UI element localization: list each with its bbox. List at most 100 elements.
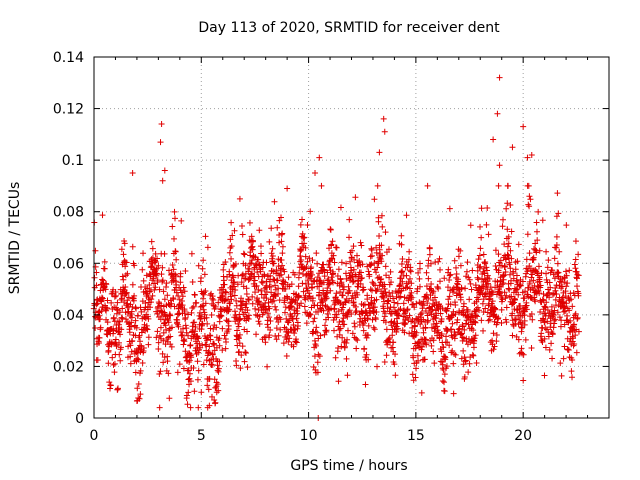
data-point xyxy=(498,319,505,326)
data-point xyxy=(536,274,543,281)
data-point xyxy=(558,317,565,324)
data-point xyxy=(242,349,249,356)
data-point xyxy=(373,309,380,316)
data-point xyxy=(214,362,221,369)
data-point xyxy=(314,359,321,366)
data-point xyxy=(333,244,340,251)
data-point xyxy=(376,149,383,156)
data-point xyxy=(243,300,250,307)
data-point xyxy=(226,306,233,313)
data-point xyxy=(182,322,189,329)
data-point xyxy=(399,255,406,262)
data-point xyxy=(255,318,262,325)
data-point xyxy=(307,311,314,318)
data-point xyxy=(215,387,222,394)
data-point xyxy=(118,246,125,253)
data-point xyxy=(292,297,299,304)
data-point xyxy=(187,352,194,359)
data-point xyxy=(348,247,355,254)
data-point xyxy=(230,262,237,269)
data-point xyxy=(264,363,271,370)
data-point xyxy=(505,240,512,247)
data-point xyxy=(290,343,297,350)
data-point xyxy=(288,303,295,310)
data-point xyxy=(275,332,282,339)
data-point xyxy=(140,345,147,352)
data-point xyxy=(367,253,374,260)
data-point xyxy=(458,285,465,292)
data-point xyxy=(169,261,176,268)
data-point xyxy=(468,310,475,317)
data-point xyxy=(557,360,564,367)
data-point xyxy=(484,272,491,279)
data-point xyxy=(438,330,445,337)
data-point xyxy=(262,306,269,313)
data-point xyxy=(134,385,141,392)
data-point xyxy=(273,306,280,313)
data-point xyxy=(351,320,358,327)
data-point xyxy=(542,344,549,351)
data-point xyxy=(269,253,276,260)
data-point xyxy=(574,283,581,290)
data-point xyxy=(314,329,321,336)
data-point xyxy=(243,317,250,324)
data-point xyxy=(252,305,259,312)
data-point xyxy=(149,292,156,299)
data-point xyxy=(437,278,444,285)
data-point xyxy=(358,269,365,276)
data-point xyxy=(384,305,391,312)
data-point xyxy=(134,312,141,319)
data-point xyxy=(222,258,229,265)
data-point xyxy=(330,327,337,334)
data-point xyxy=(335,378,342,385)
data-point xyxy=(147,304,154,311)
data-point xyxy=(572,238,579,245)
data-point xyxy=(538,270,545,277)
data-point xyxy=(203,314,210,321)
data-point xyxy=(178,289,185,296)
data-point xyxy=(352,309,359,316)
data-point xyxy=(330,279,337,286)
data-point xyxy=(373,249,380,256)
data-point xyxy=(127,360,134,367)
data-point xyxy=(204,320,211,327)
data-point xyxy=(238,279,245,286)
data-point xyxy=(231,227,238,234)
data-point xyxy=(255,256,262,263)
data-point xyxy=(373,244,380,251)
data-point xyxy=(253,331,260,338)
data-point xyxy=(387,268,394,275)
data-point xyxy=(201,271,208,278)
data-point xyxy=(485,317,492,324)
data-point xyxy=(228,296,235,303)
data-point xyxy=(441,388,448,395)
data-point xyxy=(382,289,389,296)
data-point xyxy=(471,318,478,325)
data-point xyxy=(469,267,476,274)
data-point xyxy=(244,328,251,335)
data-point xyxy=(223,338,230,345)
data-point xyxy=(266,332,273,339)
data-point xyxy=(277,265,284,272)
data-point xyxy=(474,304,481,311)
data-point xyxy=(534,237,541,244)
data-point xyxy=(482,293,489,300)
data-point xyxy=(402,284,409,291)
data-point xyxy=(351,334,358,341)
data-point xyxy=(174,316,181,323)
data-point xyxy=(560,298,567,305)
data-point xyxy=(207,336,214,343)
data-point xyxy=(312,170,319,177)
data-point xyxy=(225,318,232,325)
data-point xyxy=(365,268,372,275)
data-point xyxy=(416,275,423,282)
data-point xyxy=(483,264,490,271)
data-point xyxy=(521,317,528,324)
data-point xyxy=(106,379,113,386)
data-point xyxy=(153,266,160,273)
data-point xyxy=(427,260,434,267)
data-point xyxy=(248,257,255,264)
data-point xyxy=(563,300,570,307)
data-point xyxy=(182,268,189,275)
data-point xyxy=(460,300,467,307)
